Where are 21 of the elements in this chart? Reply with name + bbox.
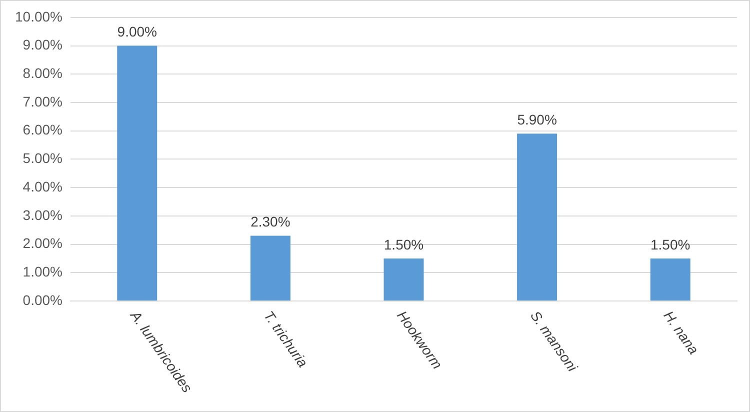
- data-label: 1.50%: [384, 236, 424, 252]
- data-label: 9.00%: [117, 24, 157, 40]
- data-label: 2.30%: [250, 214, 290, 230]
- y-tick-label: 9.00%: [22, 36, 62, 53]
- data-label: 5.90%: [517, 112, 557, 128]
- y-tick-label: 0.00%: [22, 292, 62, 308]
- data-label: 1.50%: [650, 236, 690, 252]
- y-tick-label: 6.00%: [22, 122, 62, 138]
- bar: [117, 46, 158, 300]
- y-tick-label: 10.00%: [15, 8, 62, 24]
- y-tick-label: 4.00%: [22, 178, 62, 194]
- bar: [384, 258, 424, 300]
- y-tick-label: 7.00%: [22, 93, 62, 110]
- bar: [517, 134, 558, 300]
- y-tick-label: 8.00%: [22, 64, 62, 81]
- bar: [650, 258, 690, 300]
- y-tick-label: 1.00%: [22, 264, 62, 280]
- y-tick-label: 3.00%: [22, 206, 62, 223]
- y-tick-label: 5.00%: [22, 150, 62, 166]
- bar: [250, 236, 290, 300]
- y-tick-label: 2.00%: [22, 235, 62, 252]
